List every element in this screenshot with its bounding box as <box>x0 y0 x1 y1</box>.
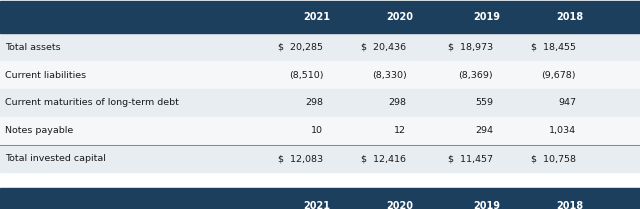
Bar <box>0 61 640 89</box>
Bar <box>0 33 640 61</box>
Text: 947: 947 <box>558 98 576 107</box>
Text: 2019: 2019 <box>473 201 500 209</box>
Text: 2019: 2019 <box>473 12 500 22</box>
Text: $  20,436: $ 20,436 <box>361 43 406 52</box>
Text: (8,510): (8,510) <box>289 71 323 80</box>
Text: $  18,973: $ 18,973 <box>447 43 493 52</box>
Text: 298: 298 <box>388 98 406 107</box>
Text: $  10,758: $ 10,758 <box>531 154 576 163</box>
Text: (8,330): (8,330) <box>372 71 406 80</box>
Text: 10: 10 <box>311 126 323 135</box>
Text: $  18,455: $ 18,455 <box>531 43 576 52</box>
Bar <box>0 1 640 33</box>
Text: 2018: 2018 <box>556 12 583 22</box>
Text: $  11,457: $ 11,457 <box>448 154 493 163</box>
Text: 294: 294 <box>475 126 493 135</box>
Text: 1,034: 1,034 <box>549 126 576 135</box>
Text: 2021: 2021 <box>303 201 330 209</box>
Text: 298: 298 <box>305 98 323 107</box>
Text: Notes payable: Notes payable <box>5 126 74 135</box>
Text: 2021: 2021 <box>303 12 330 22</box>
Bar <box>0 89 640 117</box>
Text: $  20,285: $ 20,285 <box>278 43 323 52</box>
Text: $  12,416: $ 12,416 <box>362 154 406 163</box>
Text: 559: 559 <box>475 98 493 107</box>
Bar <box>0 117 640 145</box>
Text: (9,678): (9,678) <box>541 71 576 80</box>
Text: $  12,083: $ 12,083 <box>278 154 323 163</box>
Text: Current maturities of long-term debt: Current maturities of long-term debt <box>5 98 179 107</box>
Bar <box>0 145 640 172</box>
Text: (8,369): (8,369) <box>458 71 493 80</box>
Text: 2020: 2020 <box>387 12 413 22</box>
Text: Total assets: Total assets <box>5 43 61 52</box>
Text: 12: 12 <box>394 126 406 135</box>
Text: 2020: 2020 <box>387 201 413 209</box>
Text: Current liabilities: Current liabilities <box>5 71 86 80</box>
Text: 2018: 2018 <box>556 201 583 209</box>
Text: Total invested capital: Total invested capital <box>5 154 106 163</box>
Bar <box>0 188 640 209</box>
